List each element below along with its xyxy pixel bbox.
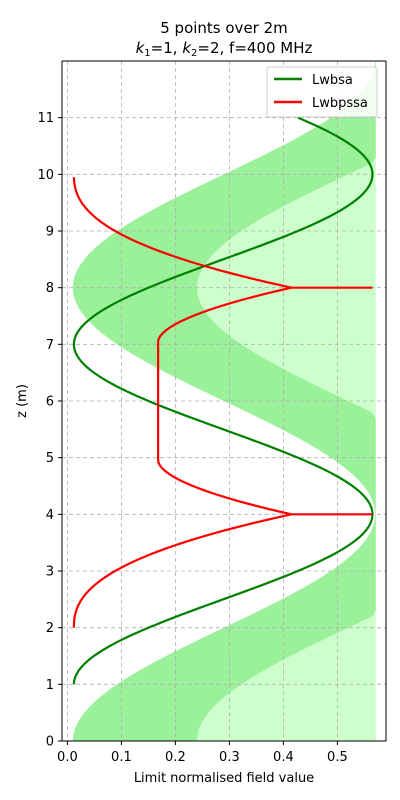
y-tick-label: 7 bbox=[46, 338, 54, 353]
y-tick-label: 0 bbox=[46, 735, 54, 750]
title-k2-value: =2, f=400 MHz bbox=[197, 39, 312, 57]
legend-label-lwbpssa: Lwbpssa bbox=[312, 96, 368, 111]
title-k1-symbol: k bbox=[136, 39, 146, 57]
legend-label-lwbsa: Lwbsa bbox=[312, 73, 353, 88]
axes: 0.0 0.1 0.2 0.3 0.4 0.5 0 1 2 3 4 5 6 7 8 9 10 11 bbox=[37, 60, 387, 765]
x-axis-label: Limit normalised field value bbox=[134, 771, 314, 786]
title-k2-symbol: k bbox=[182, 39, 192, 57]
y-tick-label: 4 bbox=[46, 508, 54, 523]
y-tick-label: 8 bbox=[46, 281, 54, 296]
y-tick-label: 9 bbox=[46, 225, 54, 240]
x-tick-label: 0.4 bbox=[273, 750, 294, 765]
x-tick-label: 0.3 bbox=[219, 750, 240, 765]
chart-title-line1: 5 points over 2m bbox=[160, 19, 288, 37]
y-tick-label: 3 bbox=[46, 565, 54, 580]
title-k2-subscript: 2 bbox=[191, 48, 197, 59]
y-axis-label: z (m) bbox=[15, 384, 30, 418]
x-tick-label: 0.0 bbox=[57, 750, 78, 765]
y-tick-label: 11 bbox=[37, 111, 54, 126]
y-tick-label: 2 bbox=[46, 621, 54, 636]
x-tick-label: 0.1 bbox=[111, 750, 132, 765]
title-k1-subscript: 1 bbox=[144, 48, 150, 59]
legend: Lwbsa Lwbpssa bbox=[266, 66, 378, 118]
title-k1-value: =1, bbox=[151, 39, 183, 57]
series-line-lwbpssa bbox=[72, 177, 373, 628]
y-tick-label: 1 bbox=[46, 678, 54, 693]
series-lines bbox=[72, 116, 374, 685]
x-tick-label: 0.2 bbox=[165, 750, 186, 765]
y-tick-label: 6 bbox=[46, 395, 54, 410]
y-tick-label: 10 bbox=[37, 168, 54, 183]
x-tick-label: 0.5 bbox=[327, 750, 348, 765]
y-tick-label: 5 bbox=[46, 451, 54, 466]
series-line-lwbsa bbox=[72, 116, 374, 685]
chart-title-line2: k1=1, k2=2, f=400 MHz bbox=[136, 39, 313, 59]
chart-title: 5 points over 2m k1=1, k2=2, f=400 MHz bbox=[136, 19, 313, 59]
